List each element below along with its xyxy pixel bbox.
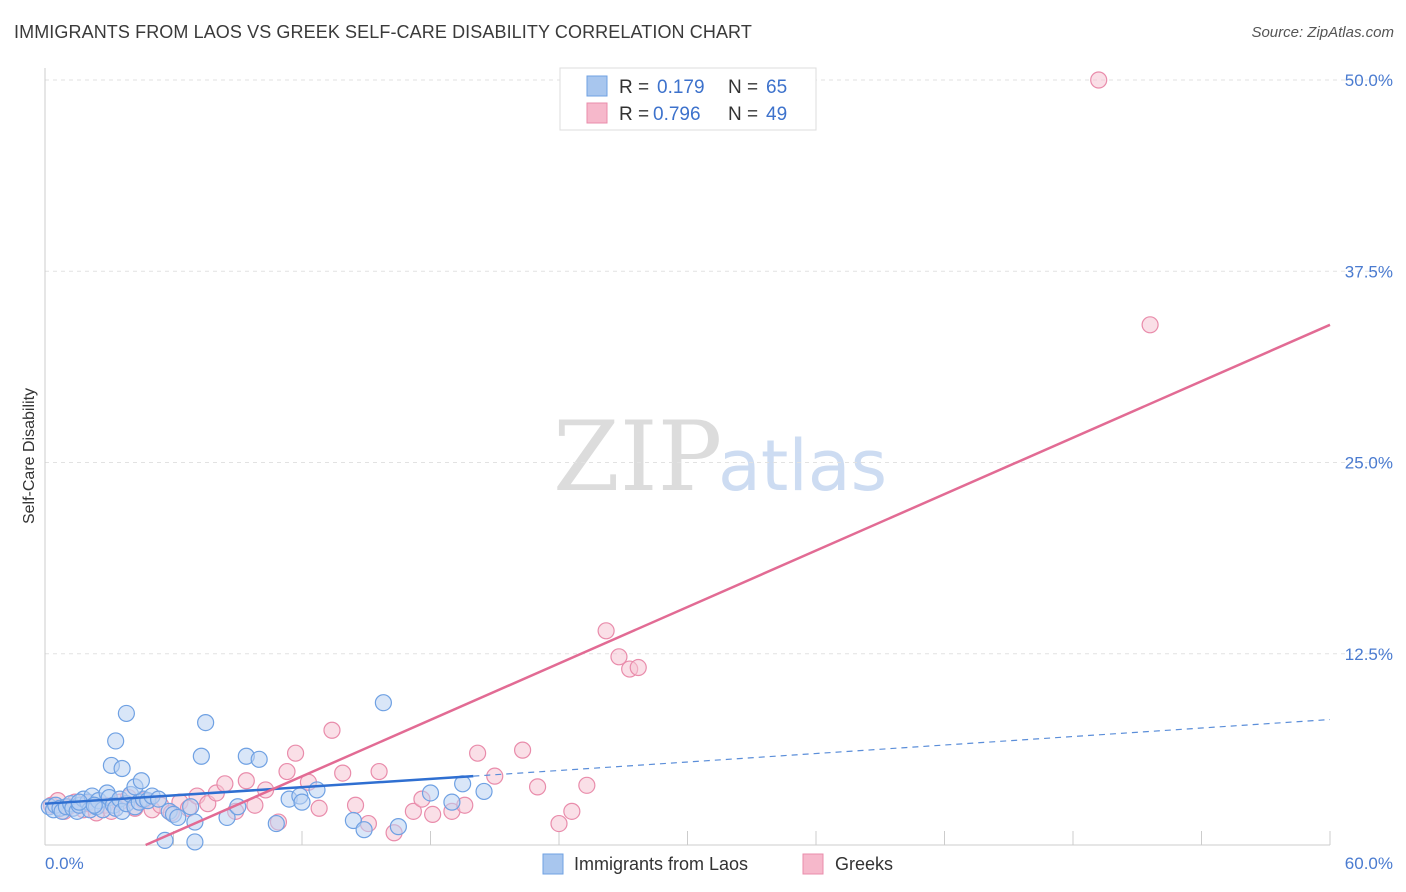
point-greeks <box>323 721 341 739</box>
x-tick-label-max: 60.0% <box>1345 854 1393 873</box>
legend-n-label-laos: N = <box>728 77 758 98</box>
y-tick-label: 25.0% <box>1345 454 1393 473</box>
point-laos <box>182 798 200 816</box>
legend-bottom: Immigrants from Laos Greeks <box>542 853 893 875</box>
point-laos <box>389 818 407 836</box>
point-greeks <box>286 744 305 762</box>
point-laos <box>267 814 285 833</box>
point-laos <box>443 793 461 811</box>
point-greeks <box>486 767 504 785</box>
point-laos <box>132 772 150 790</box>
legend-r-label-laos: R = <box>619 77 649 98</box>
point-greeks <box>528 778 547 796</box>
point-greeks <box>469 744 487 762</box>
point-laos <box>293 793 311 811</box>
y-tick-label: 12.5% <box>1345 645 1393 664</box>
legend-swatch-laos <box>586 75 608 97</box>
point-greeks <box>1090 71 1108 89</box>
point-greeks <box>610 648 628 666</box>
point-greeks <box>578 776 596 794</box>
legend-n-label-greeks: N = <box>728 104 758 125</box>
legend-r-value-greeks: 0.796 <box>653 104 701 125</box>
point-laos <box>475 782 493 801</box>
bottom-legend-label-laos: Immigrants from Laos <box>574 854 748 874</box>
point-greeks <box>513 741 532 759</box>
point-greeks <box>216 775 234 793</box>
y-tick-labels: 12.5% 25.0% 37.5% 50.0% <box>1345 71 1393 664</box>
point-greeks <box>370 762 388 781</box>
legend-n-value-greeks: 49 <box>766 104 787 125</box>
watermark-atlas: atlas <box>718 425 887 507</box>
point-greeks <box>278 762 296 781</box>
y-axis-label: Self-Care Disability <box>21 388 38 524</box>
trendline-laos <box>44 774 474 805</box>
point-greeks <box>1141 316 1159 334</box>
chart-title: IMMIGRANTS FROM LAOS VS GREEK SELF-CARE … <box>14 22 752 42</box>
point-laos <box>186 833 204 851</box>
bottom-legend-swatch-greeks <box>802 853 824 875</box>
source-label: Source: ZipAtlas.com <box>1251 24 1394 41</box>
point-greeks <box>629 658 647 677</box>
point-laos <box>374 694 392 712</box>
point-laos <box>421 784 440 802</box>
legend-r-label-greeks: R = <box>619 104 649 125</box>
legend-top: R = 0.179 N = 65 R = 0.796 N = 49 <box>559 67 817 131</box>
point-laos <box>107 732 125 750</box>
trendline-laos-extension <box>473 718 1331 777</box>
point-greeks <box>334 764 352 782</box>
bottom-legend-label-greeks: Greeks <box>835 854 893 874</box>
point-greeks <box>346 796 365 814</box>
point-greeks <box>237 772 255 790</box>
point-laos <box>192 747 210 765</box>
point-greeks <box>310 799 328 817</box>
watermark-zip: ZIP <box>553 401 722 513</box>
y-tick-label: 37.5% <box>1345 262 1393 281</box>
point-laos <box>250 750 268 768</box>
point-greeks <box>404 802 422 820</box>
point-greeks <box>597 622 615 640</box>
point-greeks <box>563 802 581 820</box>
x-tick-labels: 0.0% 60.0% <box>45 854 1393 873</box>
trend-lines <box>44 323 1331 847</box>
x-tick-label-min: 0.0% <box>45 854 84 873</box>
point-greeks <box>424 805 442 824</box>
point-laos <box>308 781 326 799</box>
point-laos <box>197 713 215 732</box>
y-tick-label: 50.0% <box>1345 71 1393 90</box>
point-greeks <box>550 814 568 833</box>
trendline-greeks <box>145 323 1331 847</box>
legend-r-value-laos: 0.179 <box>657 77 705 98</box>
point-laos <box>169 808 187 827</box>
gridlines <box>45 79 1390 655</box>
point-laos <box>113 759 131 778</box>
bottom-legend-swatch-laos <box>542 853 564 875</box>
point-laos <box>117 704 135 723</box>
point-laos <box>355 821 373 839</box>
axes <box>44 68 1331 846</box>
legend-swatch-greeks <box>586 102 608 124</box>
legend-n-value-laos: 65 <box>766 77 787 98</box>
